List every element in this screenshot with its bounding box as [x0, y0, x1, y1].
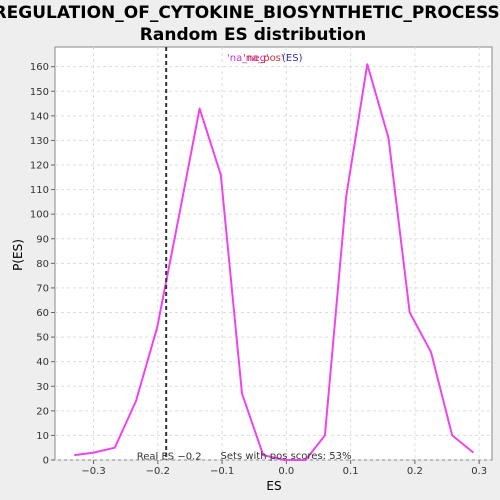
x-tick-label: 0.2 — [407, 466, 423, 477]
y-tick-label: 0 — [43, 456, 49, 467]
legend-entry: (ES) — [282, 53, 303, 64]
legend-entry: 'na_neg' — [227, 53, 269, 64]
y-axis-title: P(ES) — [11, 239, 25, 271]
y-tick-label: 20 — [36, 406, 49, 417]
y-tick-label: 120 — [30, 161, 49, 172]
y-tick-label: 60 — [36, 308, 49, 319]
y-tick-label: 130 — [30, 136, 49, 147]
y-tick-label: 100 — [30, 210, 49, 221]
y-tick-label: 50 — [36, 333, 49, 344]
pos-scores-annotation: Sets with pos scores: 53% — [221, 451, 352, 462]
chart-title-line2: Random ES distribution — [140, 25, 366, 45]
chart-title-line1: REGULATION_OF_CYTOKINE_BIOSYNTHETIC_PROC… — [0, 3, 500, 23]
y-tick-label: 110 — [30, 185, 49, 196]
x-tick-label: −0.2 — [146, 466, 170, 477]
legend-entry: 'na_pos' — [243, 53, 284, 64]
y-tick-label: 90 — [36, 234, 49, 245]
plot-area — [54, 46, 493, 461]
y-tick-label: 40 — [36, 357, 49, 368]
x-tick-label: −0.1 — [210, 466, 234, 477]
y-tick-label: 30 — [36, 382, 49, 393]
series-layer — [74, 47, 475, 461]
y-tick-label: 160 — [30, 62, 49, 73]
x-axis-title: ES — [266, 479, 281, 493]
es-distribution-line — [74, 63, 475, 461]
x-tick-label: 0.3 — [471, 466, 487, 477]
y-tick-label: 70 — [36, 283, 49, 294]
x-tick-label: 0.0 — [278, 466, 294, 477]
legend: 'na_neg''na_pos'(ES) — [227, 53, 303, 64]
gridlines — [55, 47, 492, 461]
y-tick-label: 10 — [36, 431, 49, 442]
y-tick-label: 150 — [30, 87, 49, 98]
axes: 0 10 20 30 40 50 60 70 80 90 100 110 120 130 140 150 160… — [30, 62, 487, 477]
y-tick-label: 140 — [30, 111, 49, 122]
y-tick-label: 80 — [36, 259, 49, 270]
x-tick-label: −0.3 — [81, 466, 105, 477]
x-tick-label: 0.1 — [343, 466, 359, 477]
real-es-label: Real ES −0.2 — [137, 452, 202, 463]
